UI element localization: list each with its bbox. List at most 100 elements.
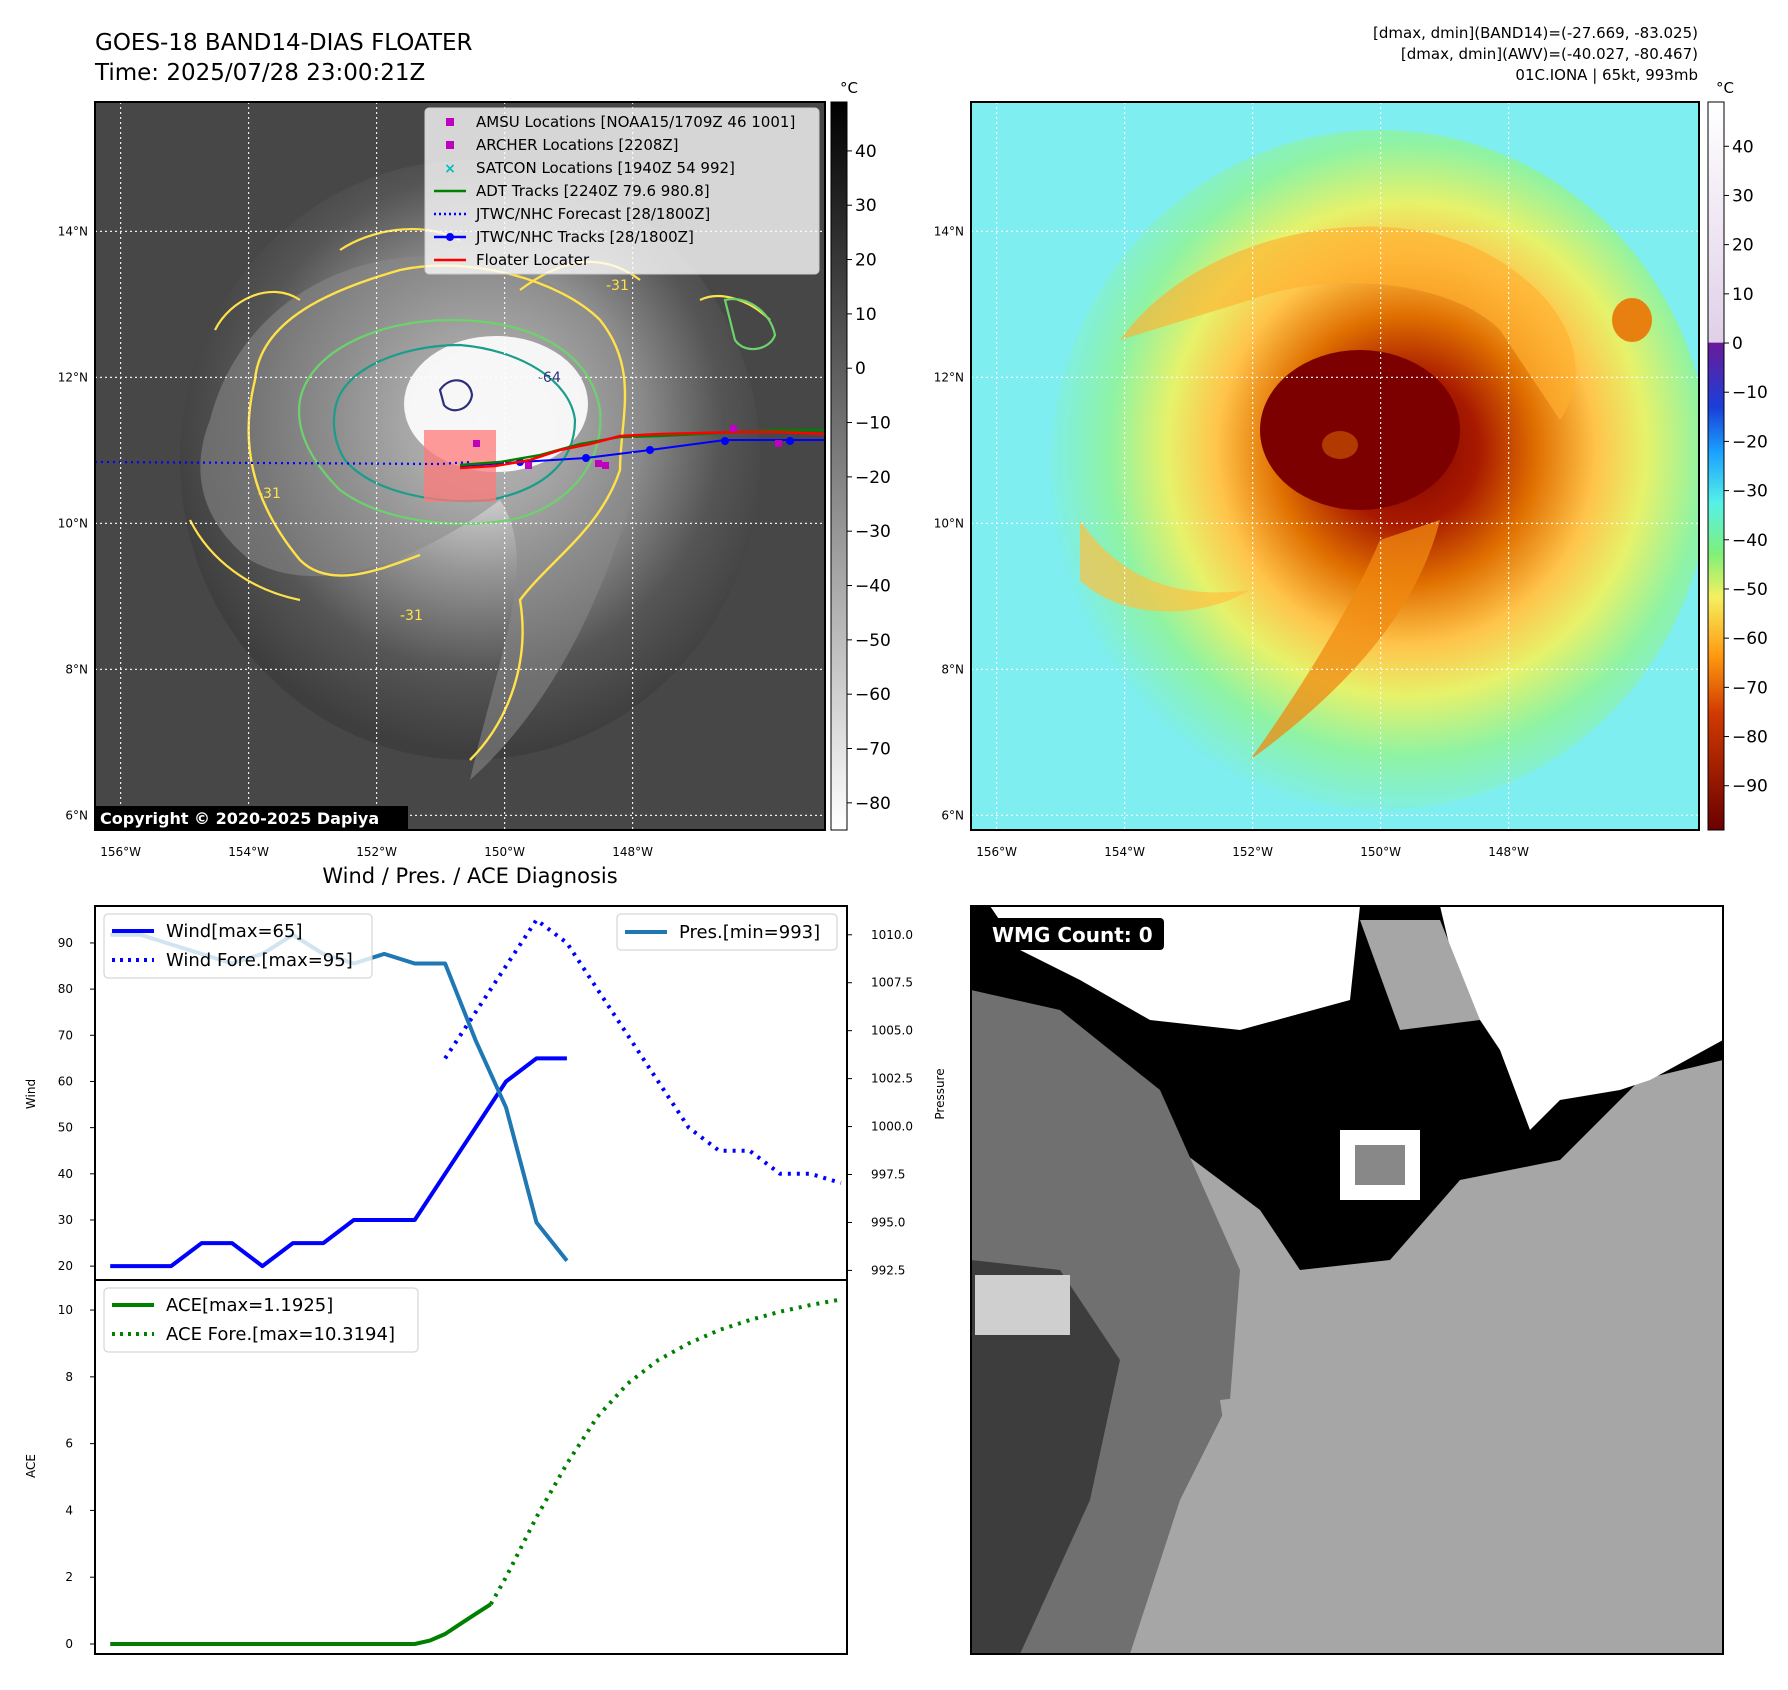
panel0-ytick-right-label-7: 1010.0	[871, 928, 913, 942]
wmg-panel: WMG Count: 0	[970, 905, 1724, 1655]
panel1-ytick-label-1: 2	[65, 1570, 73, 1584]
copyright-text: Copyright © 2020-2025 Dapiya	[100, 809, 379, 828]
legend-marker-2: ×	[444, 161, 456, 177]
colorbar-left-label-0: 40	[855, 142, 877, 162]
legend-label-5: JTWC/NHC Tracks [28/1800Z]	[475, 228, 694, 246]
colorbar-right-label-12: −80	[1732, 728, 1768, 748]
panel1-ytick-label-2: 4	[65, 1503, 73, 1517]
colorbar-right-label-10: −60	[1732, 629, 1768, 649]
colorbar-right-label-5: −10	[1732, 383, 1768, 403]
legend-label-6: Floater Locater	[476, 251, 590, 269]
panel1-series-0	[110, 1602, 492, 1646]
colorbar-left-label-3: 10	[855, 305, 877, 325]
right-lat-label-0: 14°N	[934, 224, 964, 238]
panel0-ytick-label-4: 60	[58, 1074, 73, 1088]
colorbar-right-label-9: −50	[1732, 580, 1768, 600]
map-frame-right	[970, 101, 1700, 831]
colorbar-right: °C 40 30 20 10 0 −10 −20 −30 −40 −50 −60 −70 −80 −90	[1707, 79, 1768, 831]
info-storm: 01C.IONA | 65kt, 993mb	[1515, 66, 1698, 84]
contour-label-3: -31	[606, 278, 629, 294]
cloud-field-color	[1050, 130, 1699, 810]
right-lat-label-2: 10°N	[934, 516, 964, 530]
cloud-field: -31 -31 -31 -64	[95, 160, 825, 781]
panel0-ytick-label-5: 70	[58, 1028, 73, 1042]
left-lon-label-1: 154°W	[228, 845, 269, 859]
figure-title: GOES-18 BAND14-DIAS FLOATER	[95, 30, 473, 56]
legend-ace-forecast: ACE Fore.[max=10.3194]	[166, 1324, 395, 1345]
left-lat-label-4: 6°N	[65, 808, 88, 822]
colorbar-left-label-2: 20	[855, 251, 877, 271]
left-lon-label-2: 152°W	[356, 845, 397, 859]
panel0-ytick-label-1: 30	[58, 1213, 73, 1227]
track-legend-box	[424, 107, 820, 275]
wind-legend: Wind[max=65] Wind Fore.[max=95]	[103, 913, 373, 979]
left-lon-label-3: 150°W	[484, 845, 525, 859]
wmg-frame	[970, 905, 1724, 1655]
contour-label-2: -31	[400, 608, 423, 624]
right-lon-label-0: 156°W	[976, 845, 1017, 859]
colorbar-right-label-11: −70	[1732, 678, 1768, 698]
colorbar-right-label-2: 20	[1732, 236, 1754, 256]
left-lat-label-3: 8°N	[65, 662, 88, 676]
copyright-box	[94, 806, 408, 830]
colorbar-left-label-9: −50	[855, 631, 891, 651]
panel1-ytick-label-4: 8	[65, 1370, 73, 1384]
panel0-series-1	[443, 917, 842, 1185]
wmg-count-label: WMG Count: 0	[992, 923, 1153, 947]
colorbar-left-label-5: −10	[855, 414, 891, 434]
wmg-label-box	[982, 918, 1164, 950]
panel0-ytick-right-label-4: 1002.5	[871, 1072, 913, 1086]
legend-label-3: ADT Tracks [2240Z 79.6 980.8]	[476, 182, 710, 200]
legend-pressure: Pres.[min=993]	[679, 922, 820, 943]
colorbar-right-label-13: −90	[1732, 777, 1768, 797]
colorbar-right-label-4: 0	[1732, 334, 1743, 354]
colorbar-left-label-4: 0	[855, 359, 866, 379]
panel0-ytick-label-0: 20	[58, 1259, 73, 1273]
figure-time: Time: 2025/07/28 23:00:21Z	[94, 60, 425, 86]
wind-axis-label: Wind	[24, 1079, 38, 1109]
info-awv: [dmax, dmin](AWV)=(-40.027, -80.467)	[1401, 45, 1698, 63]
panel1-ytick-label-3: 6	[65, 1437, 73, 1451]
ace-axis-label: ACE	[24, 1454, 38, 1478]
map-frame-left	[94, 101, 826, 831]
colorbar-right-label-6: −20	[1732, 432, 1768, 452]
panel1-ytick-label-0: 0	[65, 1637, 73, 1651]
legend-marker-dot-5	[446, 233, 454, 241]
colorbar-right-unit: °C	[1716, 79, 1734, 97]
panel0-ytick-label-3: 50	[58, 1121, 73, 1135]
contour-label-4: -64	[538, 370, 561, 386]
panel0-ytick-label-6: 80	[58, 982, 73, 996]
colorbar-left-label-7: −30	[855, 522, 891, 542]
ace-panel: 0 2 4 6 8 10 ACE ACE[max=1.1925] ACE Fore.[ma…	[24, 1279, 848, 1655]
panel1-ytick-label-5: 10	[58, 1303, 73, 1317]
colorbar-right-bar	[1707, 101, 1725, 831]
contour-label-1: -31	[258, 486, 281, 502]
panel0-ytick-label-7: 90	[58, 936, 73, 950]
left-lat-label-1: 12°N	[58, 370, 88, 384]
gridlines-right	[971, 102, 1701, 830]
colorbar-left-label-1: 30	[855, 196, 877, 216]
info-band14: [dmax, dmin](BAND14)=(-27.669, -83.025)	[1373, 24, 1698, 42]
colorbar-left-label-8: −40	[855, 577, 891, 597]
legend-ace: ACE[max=1.1925]	[166, 1295, 333, 1316]
panel0-ytick-right-label-2: 997.5	[871, 1168, 905, 1182]
colorbar-left-label-6: −20	[855, 468, 891, 488]
right-lon-label-2: 152°W	[1232, 845, 1273, 859]
panel0-ytick-right-label-6: 1007.5	[871, 976, 913, 990]
floater-track	[459, 430, 825, 470]
ace-panel-frame	[94, 1279, 848, 1655]
colorbar-right-label-7: −30	[1732, 482, 1768, 502]
left-lat-label-2: 10°N	[58, 516, 88, 530]
ace-legend: ACE[max=1.1925] ACE Fore.[max=10.3194]	[103, 1287, 419, 1353]
legend-wind-forecast: Wind Fore.[max=95]	[166, 950, 353, 971]
colorbar-left-label-10: −60	[855, 685, 891, 705]
colorbar-right-label-1: 30	[1732, 186, 1754, 206]
right-lat-label-4: 6°N	[941, 808, 964, 822]
legend-label-1: ARCHER Locations [2208Z]	[476, 136, 679, 154]
diagnosis-title: Wind / Pres. / ACE Diagnosis	[322, 864, 617, 888]
pressure-legend: Pres.[min=993]	[616, 913, 838, 951]
panel0-series-0	[110, 1056, 567, 1269]
ir-color-map: 14°N 12°N 10°N 8°N 6°N 156°W 154°W 152°W 150°W 1…	[934, 101, 1701, 859]
colorbar-left-label-11: −70	[855, 740, 891, 760]
right-lon-label-1: 154°W	[1104, 845, 1145, 859]
